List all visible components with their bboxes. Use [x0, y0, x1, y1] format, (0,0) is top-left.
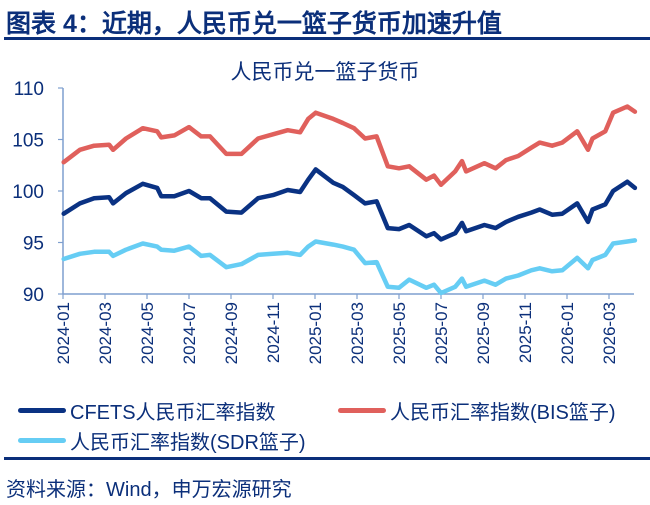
x-tick-label: 2024-03: [96, 302, 115, 364]
y-tick-label: 100: [12, 182, 44, 203]
legend-label-bis: 人民币汇率指数(BIS篮子): [390, 402, 616, 424]
legend-swatch-sdr: [18, 438, 66, 443]
x-tick-label: 2024-09: [222, 302, 241, 364]
x-tick-label: 2024-01: [54, 302, 73, 364]
title-divider: [4, 37, 650, 40]
y-tick-label: 90: [23, 285, 44, 306]
y-tick-label: 105: [12, 131, 44, 152]
x-tick-label: 2026-01: [558, 302, 577, 364]
x-tick-label: 2025-09: [474, 302, 493, 364]
chart-title: 人民币兑一篮子货币: [231, 61, 420, 84]
source-note: 资料来源：Wind，申万宏源研究: [6, 479, 292, 501]
x-tick-label: 2025-03: [348, 302, 367, 364]
y-tick-label: 110: [14, 79, 44, 100]
legend-item-sdr: 人民币汇率指数(SDR篮子): [18, 426, 306, 455]
series-line-sdr: [61, 238, 638, 296]
x-tick-label: 2025-01: [306, 302, 325, 364]
legend-label-sdr: 人民币汇率指数(SDR篮子): [70, 432, 306, 454]
series-line-cfets: [61, 167, 638, 242]
x-tick-label: 2024-07: [180, 302, 199, 364]
x-tick-label: 2025-11: [516, 302, 535, 363]
legend-item-bis: 人民币汇率指数(BIS篮子): [338, 396, 616, 425]
footer-divider: [4, 457, 650, 460]
legend-swatch-bis: [338, 408, 386, 413]
figure-title: 图表 4：近期，人民币兑一篮子货币加速升值: [6, 10, 502, 38]
legend-swatch-cfets: [18, 408, 66, 413]
legend-label-cfets: CFETS人民币汇率指数: [70, 402, 276, 424]
x-tick-label: 2025-07: [432, 302, 451, 364]
x-tick-label: 2026-03: [600, 302, 619, 364]
y-tick-label: 95: [23, 234, 44, 255]
x-tick-label: 2025-05: [390, 302, 409, 364]
legend-item-cfets: CFETS人民币汇率指数: [18, 396, 276, 425]
series-line-bis: [61, 104, 638, 188]
x-tick-label: 2024-05: [138, 302, 157, 364]
x-tick-label: 2024-11: [264, 302, 283, 363]
